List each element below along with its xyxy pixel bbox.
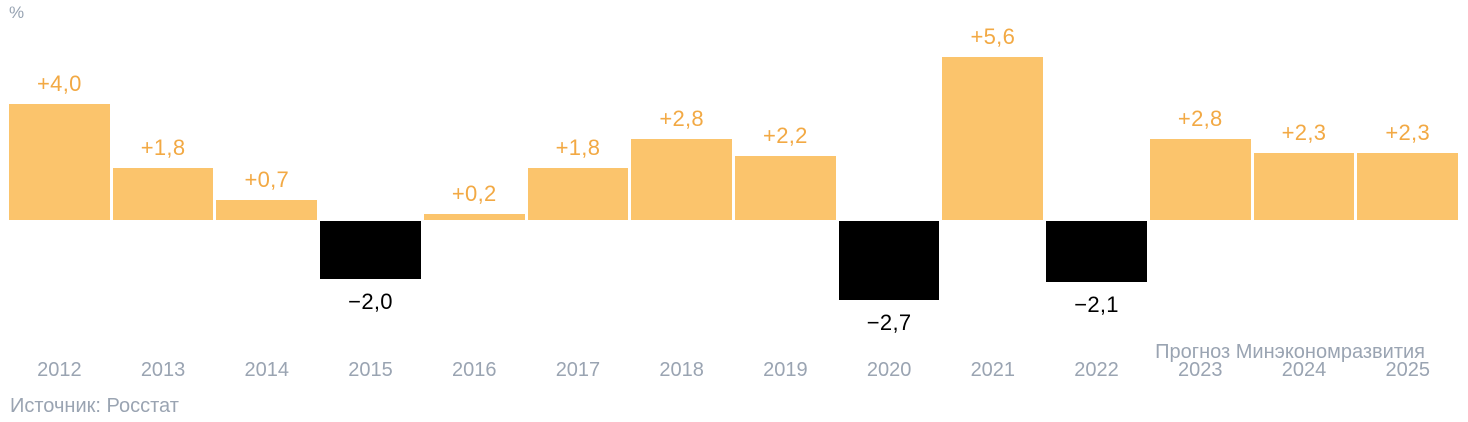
bar-value-label-2022: −2,1 (1074, 292, 1119, 317)
bar-value-label-2017: +1,8 (555, 135, 601, 160)
bar-value-label-2024: +2,3 (1281, 120, 1327, 145)
bar-value-label-2021: +5,6 (970, 24, 1016, 49)
bar-2018 (631, 139, 732, 220)
x-tick-label-2016: 2016 (451, 359, 497, 381)
bar-2012 (9, 104, 110, 220)
bar-2022 (1046, 221, 1147, 282)
bar-value-label-2013: +1,8 (140, 135, 186, 160)
bar-2023 (1149, 139, 1251, 220)
bar-2016 (423, 214, 525, 220)
x-tick-label-2018: 2018 (659, 359, 704, 381)
bar-value-label-2015: −2,0 (348, 289, 393, 314)
x-tick-label-2013: 2013 (140, 359, 186, 381)
bar-2014 (216, 200, 318, 220)
x-tick-label-2019: 2019 (763, 359, 808, 381)
bar-value-label-2020: −2,7 (866, 310, 912, 335)
source-note: Источник: Росстат (10, 395, 179, 417)
x-tick-label-2020: 2020 (866, 359, 912, 381)
bar-2021 (942, 57, 1044, 220)
bar-value-label-2014: +0,7 (244, 167, 290, 192)
x-axis: 2012 2013 2014 2015 2016 2017 2018 2019 2020 2021… (0, 359, 1468, 383)
x-tick-label-2025: 2025 (1385, 359, 1430, 381)
forecast-note: Прогноз Минэкономразвития (1155, 341, 1425, 363)
bar-2017 (527, 168, 629, 220)
bar-2019 (735, 156, 836, 220)
bar-value-label-2025: +2,3 (1385, 120, 1431, 145)
x-tick-label-2012: 2012 (37, 359, 82, 381)
bar-2015 (320, 221, 421, 279)
y-axis-unit-label: % (9, 3, 25, 22)
x-tick-label-2024: 2024 (1281, 359, 1327, 381)
x-tick-label-2015: 2015 (348, 359, 393, 381)
bar-value-label-2016: +0,2 (451, 181, 497, 206)
bar-value-label-2018: +2,8 (659, 106, 704, 131)
x-tick-label-2023: 2023 (1178, 359, 1223, 381)
x-tick-label-2022: 2022 (1074, 359, 1119, 381)
bar-2013 (112, 168, 214, 220)
bar-value-label-2012: +4,0 (37, 71, 82, 96)
bar-2020 (838, 221, 940, 300)
bar-2025 (1357, 153, 1459, 220)
x-tick-label-2014: 2014 (244, 359, 290, 381)
bar-value-label-2023: +2,8 (1177, 106, 1223, 131)
bar-2024 (1253, 153, 1355, 220)
bar-value-label-2019: +2,2 (763, 123, 808, 148)
x-tick-label-2021: 2021 (970, 359, 1016, 381)
x-tick-label-2017: 2017 (555, 359, 601, 381)
